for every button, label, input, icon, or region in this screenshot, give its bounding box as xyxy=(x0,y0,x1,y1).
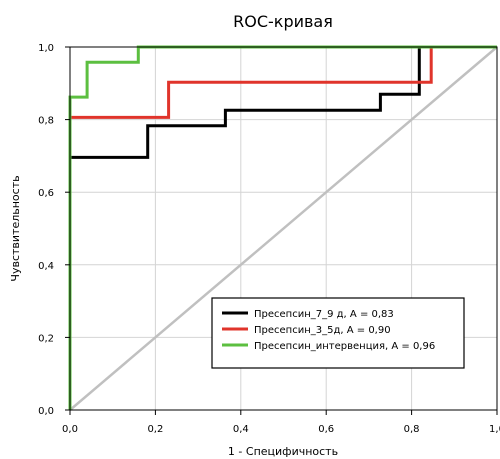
x-tick-label-2: 0,4 xyxy=(233,424,249,435)
x-tick-label-0: 0,0 xyxy=(62,424,78,435)
x-tick-label-1: 0,2 xyxy=(147,424,163,435)
y-tick-label-0: 0,0 xyxy=(38,406,54,417)
y-tick-label-2: 0,4 xyxy=(38,261,54,272)
y-tick-label-3: 0,6 xyxy=(38,188,54,199)
x-tick-label-4: 0,8 xyxy=(404,424,420,435)
legend-label-1: Пресепсин_7_9 д, A = 0,83 xyxy=(254,309,394,320)
y-tick-label-1: 0,2 xyxy=(38,333,54,344)
x-tick-label-5: 1,0 xyxy=(489,424,500,435)
legend-label-3: Пресепсин_интервенция, A = 0,96 xyxy=(254,341,435,352)
x-tick-label-3: 0,6 xyxy=(318,424,334,435)
plot-frame xyxy=(69,46,498,411)
y-tick-label-5: 1,0 xyxy=(38,43,54,54)
y-tick-label-4: 0,8 xyxy=(38,116,54,127)
x-axis-title: 1 - Специфичность xyxy=(228,445,338,458)
diagonal-reference-line xyxy=(69,46,498,411)
chart-title: ROC-кривая xyxy=(233,12,333,31)
y-axis-title: Чувствительность xyxy=(9,175,22,281)
tick-layer: 0,0 0,2 0,4 0,6 0,8 1,0 0,0 0,2 0,4 0,6 0,8 1,0 xyxy=(38,43,500,435)
diagonal-reference-layer xyxy=(69,46,498,411)
legend: Пресепсин_7_9 д, A = 0,83 Пресепсин_3_5д,… xyxy=(211,297,465,369)
roc-series-line-1 xyxy=(68,45,497,410)
legend-label-2: Пресепсин_3_5д, A = 0,90 xyxy=(254,325,391,336)
legend-box xyxy=(211,297,465,369)
